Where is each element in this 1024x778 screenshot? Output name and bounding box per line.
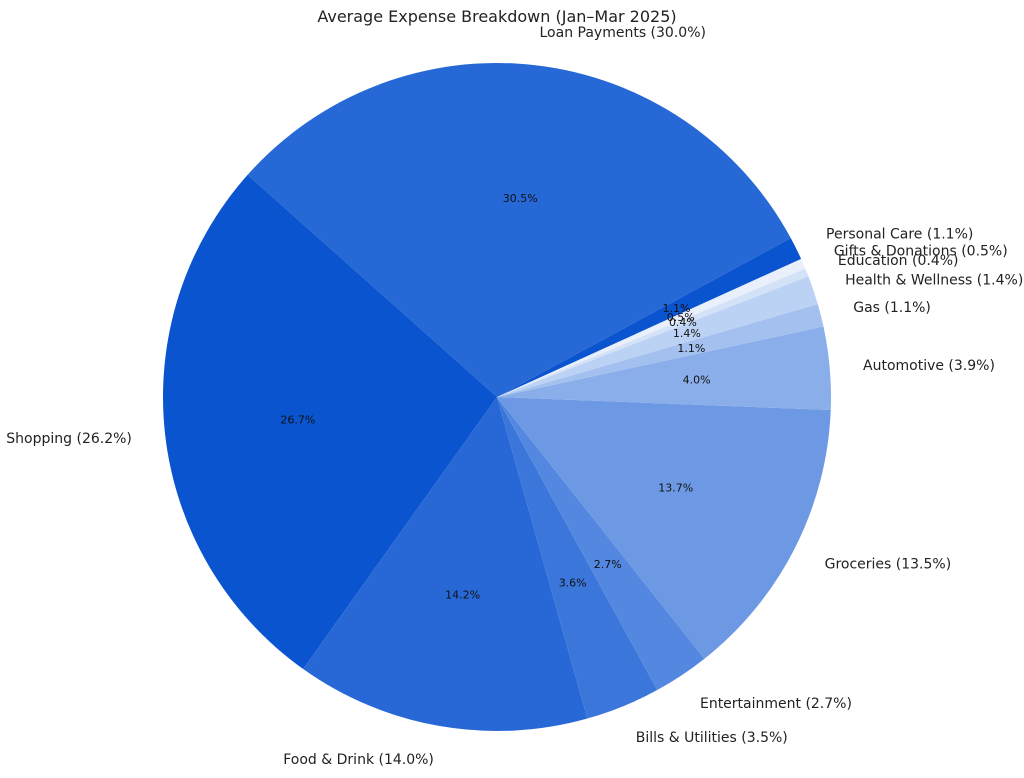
percent-labels: 30.5% 26.7% 14.2% 3.6% 2.7% 13.7% 4.0% 1.1% 1.4%… (280, 192, 710, 601)
slice-label-shopping: Shopping (26.2%) (6, 431, 132, 447)
slice-label-gas: Gas (1.1%) (853, 300, 931, 316)
percent-label-entertainment: 2.7% (594, 558, 622, 571)
pie-slice-education (497, 268, 809, 397)
pie-slice-automotive (497, 326, 831, 410)
percent-label-health-and-wellness: 1.4% (673, 327, 701, 340)
slice-label-loan-payments: Loan Payments (30.0%) (540, 25, 706, 41)
pie-slice-gifts-and-donations (497, 258, 806, 397)
slice-label-education: Education (0.4%) (838, 253, 959, 269)
pie-slice-food-and-drink (303, 397, 588, 731)
pie-slice-entertainment (497, 397, 705, 691)
slice-label-groceries: Groceries (13.5%) (825, 556, 952, 572)
percent-label-automotive: 4.0% (683, 374, 711, 387)
slice-label-gifts-and-donations: Gifts & Donations (0.5%) (834, 243, 1008, 259)
slice-label-automotive: Automotive (3.9%) (863, 358, 995, 374)
slice-label-bills-and-utilities: Bills & Utilities (3.5%) (636, 730, 788, 746)
pie-slices (163, 62, 831, 731)
percent-label-groceries: 13.7% (658, 482, 693, 495)
percent-label-food-and-drink: 14.2% (445, 588, 480, 601)
slice-label-food-and-drink: Food & Drink (14.0%) (283, 752, 434, 768)
slice-labels: Loan Payments (30.0%) Shopping (26.2%) Foo… (6, 25, 1023, 768)
percent-label-loan-payments: 30.5% (503, 192, 538, 205)
pie-slice-shopping (163, 174, 498, 670)
percent-label-education: 0.4% (669, 316, 697, 329)
slice-label-personal-care: Personal Care (1.1%) (826, 227, 973, 243)
pie-slice-bills-and-utilities (497, 397, 658, 719)
percent-label-shopping: 26.7% (280, 413, 315, 426)
percent-label-gifts-and-donations: 0.5% (667, 311, 695, 324)
pie-slice-loan-payments (247, 62, 791, 397)
pie-slice-gas (497, 304, 824, 397)
percent-label-personal-care: 1.1% (662, 302, 690, 315)
pie-slice-health-and-wellness (497, 276, 818, 397)
pie-slice-personal-care (497, 238, 802, 397)
percent-label-gas: 1.1% (677, 342, 705, 355)
slice-label-entertainment: Entertainment (2.7%) (700, 696, 852, 712)
percent-label-bills-and-utilities: 3.6% (559, 577, 587, 590)
chart-title: Average Expense Breakdown (Jan–Mar 2025) (317, 7, 676, 26)
slice-label-health-and-wellness: Health & Wellness (1.4%) (845, 272, 1023, 288)
pie-slice-groceries (497, 397, 831, 659)
